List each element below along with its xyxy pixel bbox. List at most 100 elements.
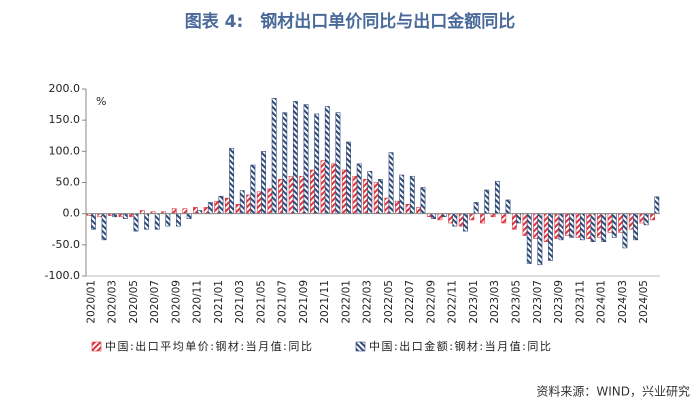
bar (511, 213, 517, 230)
x-tick-label: 2023/09 (553, 280, 565, 324)
bar (622, 213, 628, 249)
bar (292, 101, 298, 214)
bar (452, 213, 458, 227)
x-tick-label: 2024/03 (617, 280, 629, 324)
bar (122, 213, 128, 219)
x-tick-label: 2020/07 (149, 280, 161, 324)
bar (579, 213, 585, 241)
bar (303, 104, 309, 214)
bar (533, 213, 539, 239)
bar (341, 169, 347, 214)
bar (309, 169, 315, 214)
bar (324, 106, 330, 214)
bar (101, 213, 107, 241)
bar (643, 213, 649, 226)
x-tick-label: 2024/05 (638, 280, 650, 324)
legend-swatch (91, 341, 102, 352)
legend-label: 中国:出口金额:钢材:当月值:同比 (369, 339, 552, 353)
x-tick-label: 2022/03 (362, 280, 374, 324)
bar (335, 112, 341, 214)
x-tick-label: 2022/01 (340, 280, 352, 324)
bar (193, 207, 198, 214)
bar (229, 147, 235, 214)
bar (575, 213, 581, 238)
bar (384, 197, 390, 214)
y-unit: % (96, 95, 106, 108)
bar (367, 170, 373, 214)
bar (144, 213, 150, 230)
bar (395, 200, 400, 214)
bar (628, 213, 634, 230)
bar (314, 113, 320, 214)
legend-swatch (355, 341, 366, 352)
bar (320, 160, 326, 214)
y-tick-label: 200.0 (49, 82, 81, 95)
bar (522, 213, 528, 236)
x-tick-label: 2024/01 (596, 280, 608, 324)
bar (267, 188, 273, 214)
x-tick-label: 2020/03 (107, 280, 119, 324)
x-tick-label: 2020/01 (85, 280, 97, 324)
bar (431, 213, 437, 219)
bar (516, 213, 522, 224)
bar (186, 213, 192, 219)
bar (171, 208, 177, 214)
y-tick-label: 50.0 (56, 176, 81, 189)
bar (378, 179, 383, 214)
bar (420, 187, 426, 214)
bar (480, 213, 485, 224)
bar (346, 141, 351, 214)
x-tick-label: 2021/11 (319, 280, 331, 324)
bar (218, 195, 224, 214)
bar (494, 180, 500, 214)
x-tick-label: 2021/09 (298, 280, 310, 324)
x-tick-label: 2023/07 (532, 280, 544, 324)
bar (548, 213, 553, 261)
bar (473, 202, 479, 214)
y-tick-label: -50.0 (52, 238, 80, 251)
y-tick-label: -100.0 (45, 269, 80, 282)
bar (409, 175, 415, 214)
bar (235, 204, 241, 214)
bar (261, 151, 266, 214)
bar (526, 213, 532, 264)
bar (437, 213, 443, 221)
x-tick-label: 2020/09 (170, 280, 182, 324)
bar (569, 213, 575, 238)
bar (282, 112, 288, 214)
bar (633, 213, 638, 241)
bar (416, 207, 422, 214)
bar (586, 213, 592, 239)
chart-title: 图表 4: 钢材出口单价同比与出口金额同比 (185, 11, 516, 32)
bar (405, 204, 411, 214)
x-tick-label: 2021/07 (277, 280, 289, 324)
x-tick-label: 2021/01 (213, 280, 225, 324)
bar (388, 152, 394, 214)
bar (654, 196, 660, 214)
bar (250, 164, 256, 214)
bar (246, 194, 252, 214)
bar (224, 197, 230, 214)
bar (214, 200, 220, 214)
bar (618, 213, 624, 233)
bar (537, 213, 543, 266)
x-tick-label: 2022/07 (404, 280, 416, 324)
bar (558, 213, 564, 241)
bar (607, 213, 613, 233)
bar (505, 199, 511, 214)
bar (565, 213, 570, 236)
bar (611, 213, 617, 238)
x-tick-label: 2023/05 (511, 280, 523, 324)
x-tick-label: 2023/03 (489, 280, 501, 324)
bar (182, 208, 188, 214)
bar (554, 213, 560, 239)
x-tick-label: 2021/03 (234, 280, 246, 324)
bar (207, 202, 213, 214)
y-tick-label: 100.0 (49, 144, 81, 157)
bar (256, 191, 262, 214)
bar (203, 207, 209, 214)
bar (288, 175, 294, 214)
bar (356, 163, 362, 214)
x-tick-label: 2020/11 (192, 280, 204, 324)
